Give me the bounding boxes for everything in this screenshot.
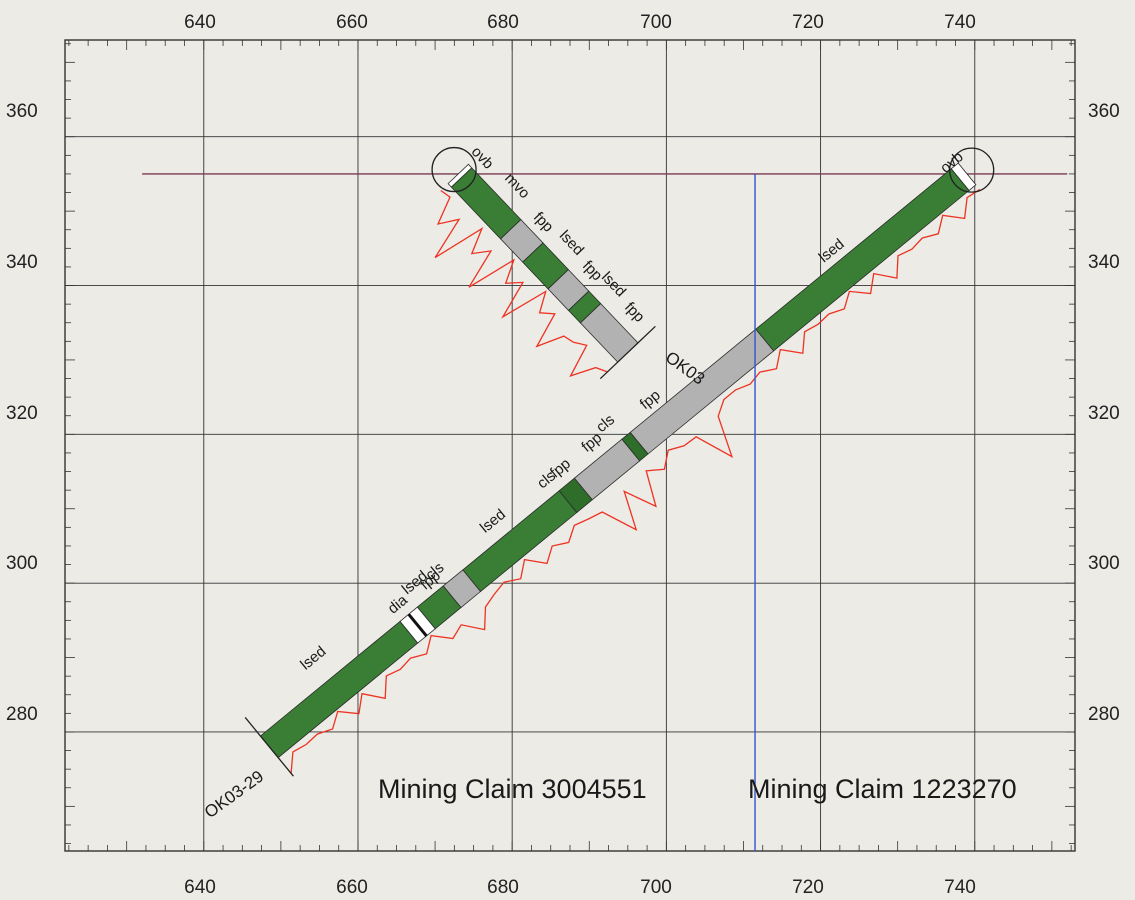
y-tick-labels-left: 360 340 320 300 280 [6,101,38,725]
assay-profile [434,189,608,378]
collar-circle [949,147,995,193]
x-tick-labels-top: 640 660 680 700 720 740 [184,12,976,33]
x-tick-label: 720 [792,12,824,33]
x-tick-labels-bottom: 640 660 680 700 720 740 [184,877,976,898]
claim-label-3004551: Mining Claim 3004551 [378,774,647,804]
x-tick-label: 680 [487,877,519,898]
y-tick-label: 300 [1088,553,1120,574]
assay-profile [290,188,981,774]
grid [64,39,1076,852]
y-tick-label: 360 [6,101,38,122]
y-tick-label: 280 [1088,704,1120,725]
end-of-hole-marker [244,717,294,777]
claim-labels: Mining Claim 3004551 Mining Claim 122327… [378,774,1017,804]
dia-marker [407,613,428,637]
y-tick-label: 340 [1088,252,1120,273]
y-tick-label: 360 [1088,101,1120,122]
y-tick-label: 300 [6,553,38,574]
y-tick-labels-right: 360 340 320 300 280 [1088,101,1120,725]
end-of-hole-marker [599,325,656,380]
x-tick-label: 660 [336,12,368,33]
x-tick-label: 680 [487,12,519,33]
x-tick-label: 640 [184,877,216,898]
x-tick-label: 640 [184,12,216,33]
claim-label-1223270: Mining Claim 1223270 [748,774,1017,804]
y-tick-label: 320 [1088,403,1120,424]
x-tick-label: 700 [640,12,672,33]
x-tick-label: 720 [792,877,824,898]
y-tick-label: 320 [6,403,38,424]
x-tick-label: 660 [336,877,368,898]
x-tick-label: 700 [640,877,672,898]
x-tick-label: 740 [944,12,976,33]
x-tick-label: 740 [944,877,976,898]
y-tick-label: 340 [6,252,38,273]
axis-labels: 640 660 680 700 720 740 640 660 680 700 … [6,12,1120,898]
collar-circle [431,146,477,193]
y-tick-label: 280 [6,704,38,725]
